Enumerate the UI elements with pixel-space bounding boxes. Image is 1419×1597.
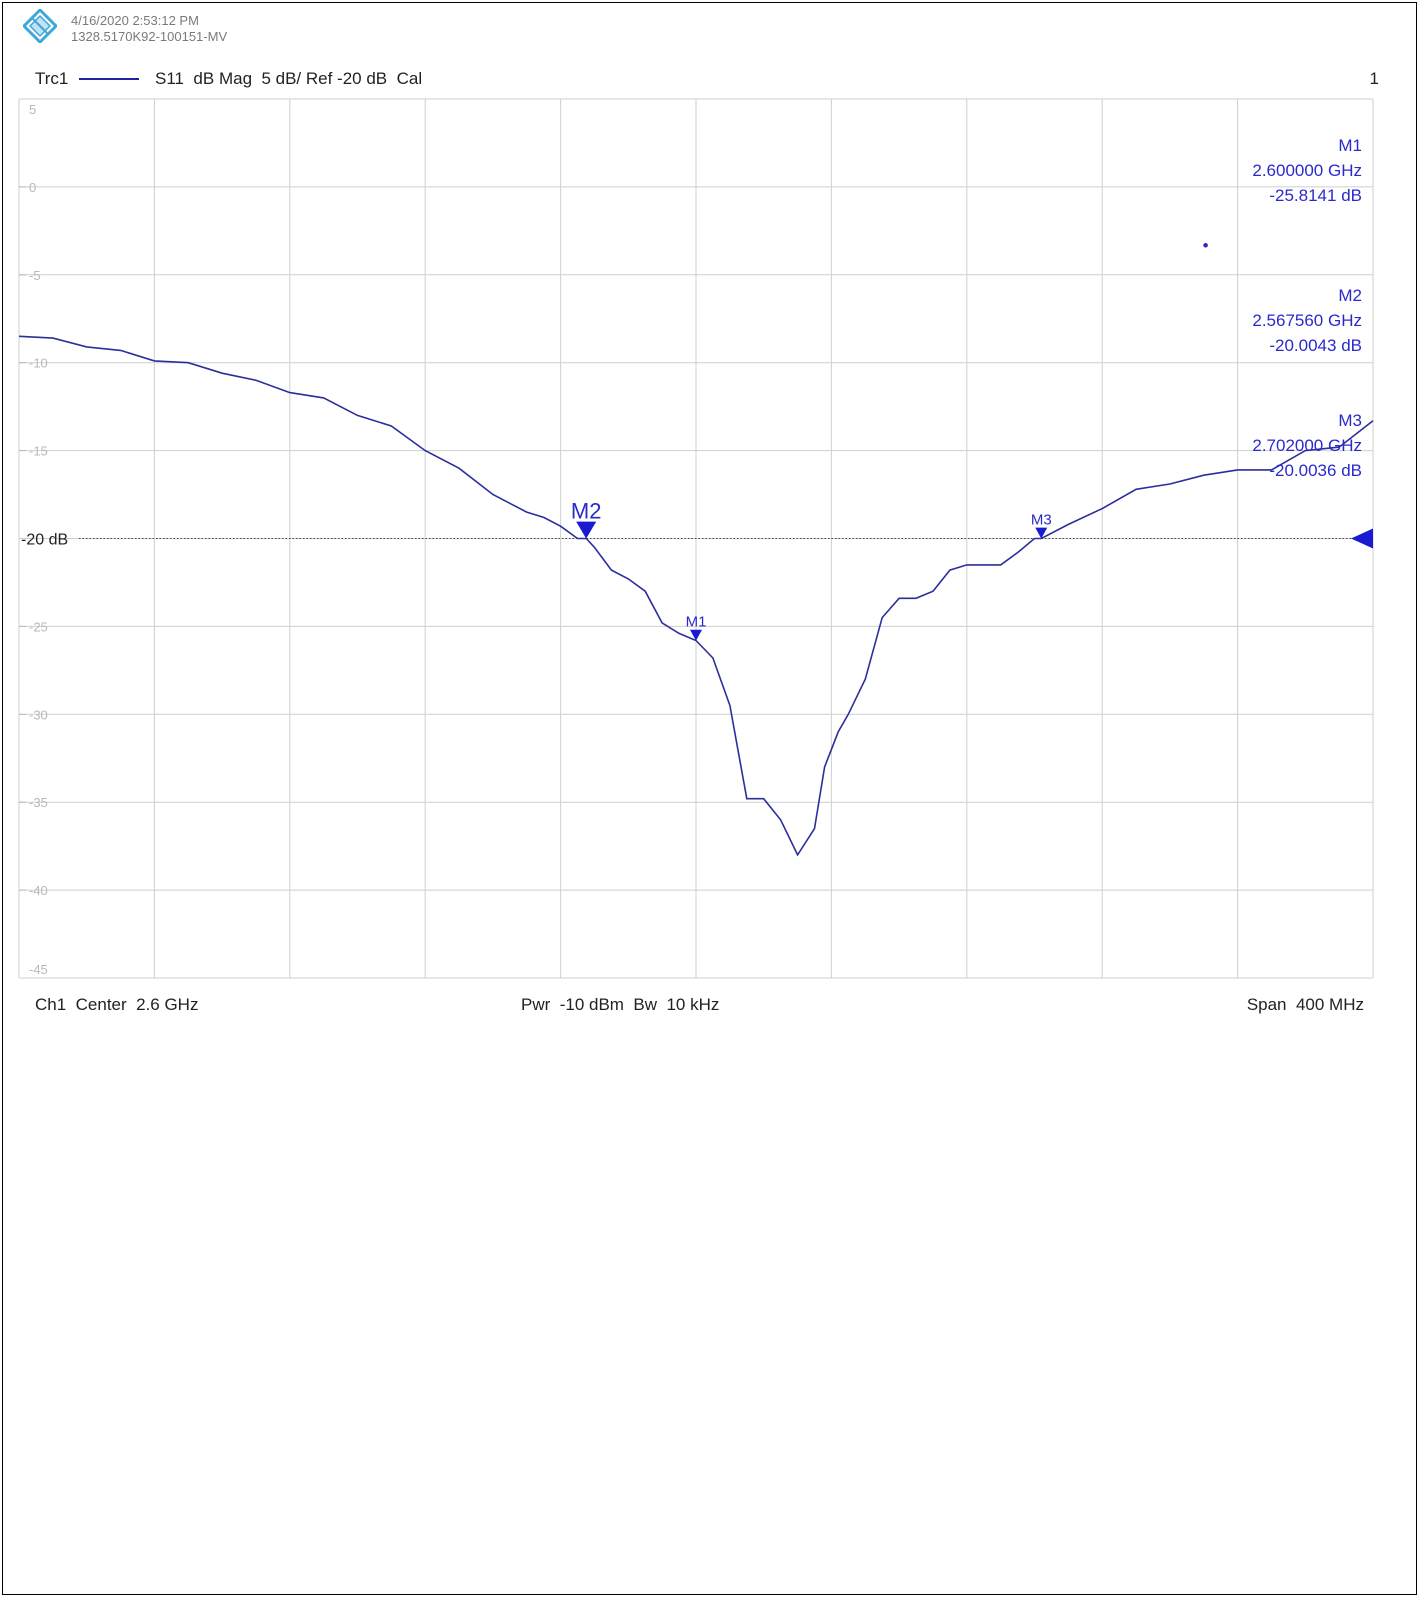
- instrument-id: 1328.5170K92-100151-MV: [71, 29, 228, 44]
- measurement-format: S11 dB Mag 5 dB/ Ref -20 dB Cal: [155, 69, 423, 88]
- trace-name: Trc1: [35, 69, 69, 88]
- y-tick-label: -5: [29, 268, 41, 283]
- trace-color-swatch: [79, 78, 139, 80]
- y-tick-label: -15: [29, 444, 48, 459]
- marker-m2-icon[interactable]: [576, 521, 597, 539]
- marker-value: -20.0036 dB: [1269, 461, 1362, 480]
- rohde-schwarz-logo-icon: [23, 9, 57, 43]
- trace-s11: [18, 335, 1374, 857]
- y-tick-label: -10: [29, 356, 48, 371]
- marker-m1-icon[interactable]: [690, 629, 702, 641]
- marker-label: M3: [1338, 411, 1362, 430]
- marker-m3-label: M3: [1031, 512, 1052, 529]
- y-tick-label: -45: [29, 962, 48, 977]
- trace-info-bar: Trc1 S11 dB Mag 5 dB/ Ref -20 dB Cal 1: [35, 69, 1395, 89]
- marker-row-m1[interactable]: M1 2.600000 GHz -25.8141 dB: [1215, 108, 1362, 233]
- reference-level-arrow-icon[interactable]: [1351, 528, 1373, 549]
- plot-area: 5 0 -5 -10 -15 -25 -30 -35 -40 -45 -20 dB M1 M2 M3: [18, 98, 1374, 979]
- header-info: 4/16/2020 2:53:12 PM 1328.5170K92-100151…: [71, 13, 227, 45]
- marker-row-m3[interactable]: M3 2.702000 GHz -20.0036 dB: [1215, 383, 1362, 508]
- marker-row-m2[interactable]: • M2 2.567560 GHz -20.0043 dB: [1203, 233, 1362, 383]
- marker-freq: 2.702000 GHz: [1252, 436, 1362, 455]
- y-tick-label: 0: [29, 180, 36, 195]
- footer-center: Ch1 Center 2.6 GHz: [35, 995, 199, 1014]
- marker-value: -20.0043 dB: [1269, 336, 1362, 355]
- timestamp: 4/16/2020 2:53:12 PM: [71, 13, 199, 28]
- footer-power-bw: Pwr -10 dBm Bw 10 kHz: [521, 995, 720, 1014]
- y-tick-label: -35: [29, 795, 48, 810]
- trace-markers: M1 M2 M3: [571, 499, 1052, 641]
- y-tick-label: 5: [29, 102, 36, 117]
- y-tick-label: -25: [29, 619, 48, 634]
- marker-m2-label: M2: [571, 499, 602, 524]
- marker-value: -25.8141 dB: [1269, 186, 1362, 205]
- marker-m3-icon[interactable]: [1035, 527, 1048, 539]
- marker-freq: 2.600000 GHz: [1252, 161, 1362, 180]
- footer-span: Span 400 MHz: [1246, 995, 1364, 1014]
- active-marker-dot-icon: •: [1202, 236, 1209, 255]
- y-tick-labels: 5 0 -5 -10 -15 -25 -30 -35 -40 -45: [29, 102, 48, 977]
- reference-label: -20 dB: [21, 532, 68, 549]
- marker-label: M2: [1338, 286, 1362, 305]
- channel-number: 1: [1369, 69, 1379, 88]
- y-tick-label: -30: [29, 707, 48, 722]
- marker-freq: 2.567560 GHz: [1252, 311, 1362, 330]
- marker-label: M1: [1338, 136, 1362, 155]
- marker-table: M1 2.600000 GHz -25.8141 dB • M2 2.56756…: [1203, 108, 1362, 508]
- marker-m1-label: M1: [686, 614, 707, 631]
- y-tick-label: -40: [29, 883, 48, 898]
